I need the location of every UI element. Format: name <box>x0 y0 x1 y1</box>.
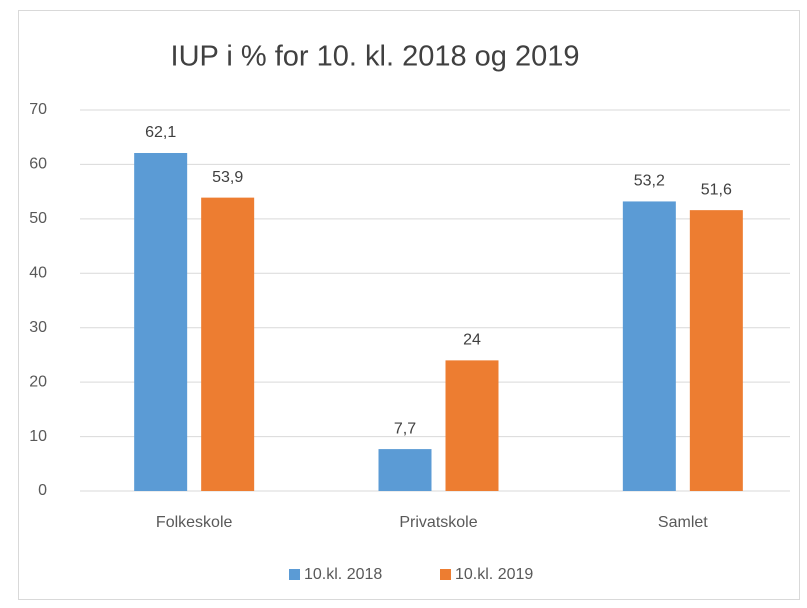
x-tick-label: Folkeskole <box>156 514 233 531</box>
legend-swatch <box>440 569 451 580</box>
y-tick-label: 20 <box>29 373 47 390</box>
value-label: 7,7 <box>394 420 416 437</box>
legend-swatch <box>289 569 300 580</box>
x-tick-label: Samlet <box>658 514 708 531</box>
y-tick-label: 40 <box>29 265 47 282</box>
value-label: 51,6 <box>701 181 732 198</box>
bar <box>134 152 188 491</box>
y-tick-label: 0 <box>38 482 47 499</box>
x-tick-label: Privatskole <box>399 514 477 531</box>
value-label: 24 <box>463 332 481 349</box>
bar <box>201 197 255 491</box>
chart-title: IUP i % for 10. kl. 2018 og 2019 <box>171 41 580 73</box>
y-tick-label: 70 <box>29 101 47 118</box>
y-tick-label: 50 <box>29 210 47 227</box>
value-label: 53,9 <box>212 169 243 186</box>
bar <box>689 210 743 492</box>
y-tick-label: 10 <box>29 428 47 445</box>
bar <box>622 201 676 491</box>
value-label: 62,1 <box>145 124 176 141</box>
bar <box>378 449 432 491</box>
value-label: 53,2 <box>634 173 665 190</box>
legend-label: 10.kl. 2019 <box>455 566 533 583</box>
bar <box>445 360 499 491</box>
y-tick-label: 30 <box>29 319 47 336</box>
legend-label: 10.kl. 2018 <box>304 566 382 583</box>
y-tick-label: 60 <box>29 156 47 173</box>
